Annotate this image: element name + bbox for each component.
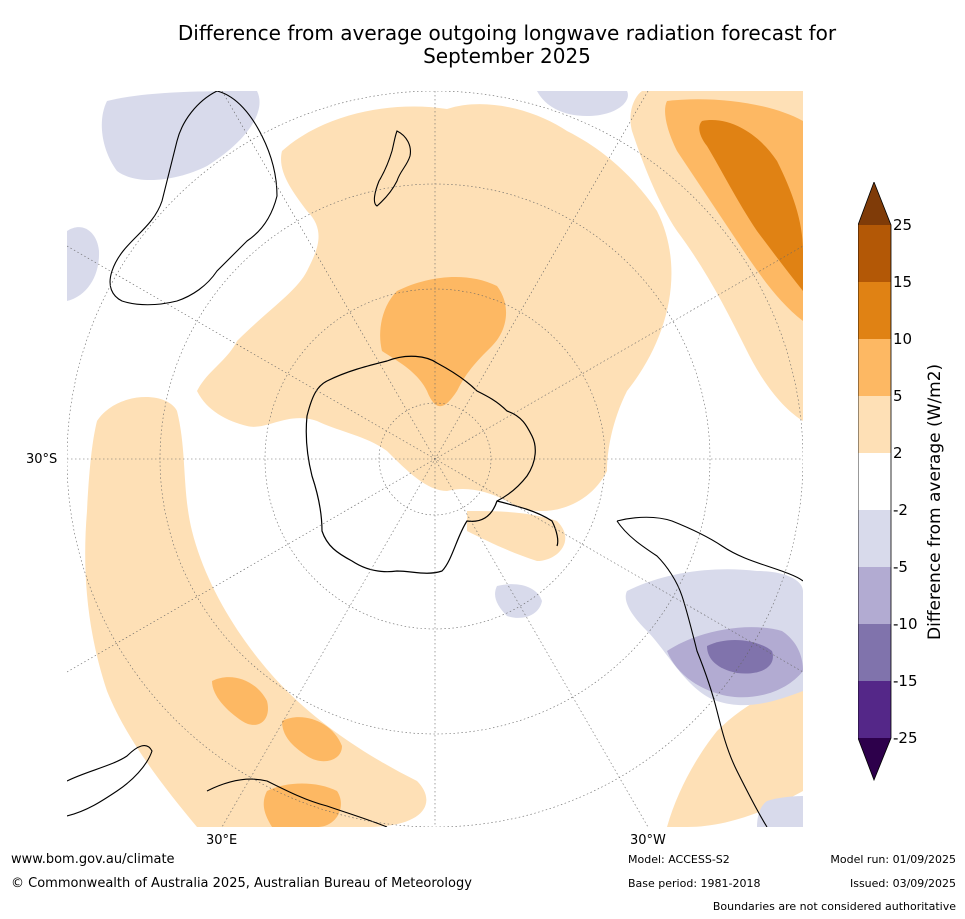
colorbar [858,182,892,782]
graticule [67,91,803,827]
issued-text: Issued: 03/09/2025 [849,877,956,890]
disclaimer-text: Boundaries are not considered authoritat… [712,900,956,913]
base-period-text: Base period: 1981-2018 [628,877,761,890]
colorbar-extend-bottom [858,738,891,780]
colorbar-tick-25: 25 [893,216,913,234]
colorbar-bin-15-25 [858,225,891,282]
website-link[interactable]: www.bom.gov.au/climate [11,852,175,867]
anomaly-region-5-10-west-2 [282,717,342,762]
antarctic-peninsula [496,500,559,547]
lon-label-30w: 30°W [630,833,666,848]
lat-label-30s: 30°S [26,452,58,467]
colorbar-tick-2: 2 [893,444,903,462]
anomaly-region-neg2-5-top [537,91,628,116]
anomaly-region-2-5-east-plume [467,511,566,561]
colorbar-bin-neg2-5 [858,510,891,567]
model-run-text: Model run: 01/09/2025 [830,853,956,866]
lon-label-30e: 30°E [206,833,238,848]
south-america-coastline [616,516,803,827]
colorbar-extend-top [858,182,891,225]
copyright-text: © Commonwealth of Australia 2025, Austra… [11,876,472,891]
title-line-2: September 2025 [423,44,591,68]
africa-coastline [67,745,388,827]
colorbar-tick-neg25: -25 [893,729,918,747]
anomaly-region-5-10-west-1 [212,677,268,725]
colorbar-bin-neg10-15 [858,624,891,681]
colorbar-tick-neg5: -5 [893,558,908,576]
anomaly-region-5-10-center [380,276,507,407]
colorbar-tick-5: 5 [893,387,903,405]
colorbar-tick-neg10: -10 [893,615,918,633]
map-canvas [67,91,803,827]
anomaly-region-10-15 [699,120,803,292]
colorbar-bin-neg5-10 [858,567,891,624]
colorbar-title: Difference from average (W/m2) [925,363,945,640]
anomaly-region-neg2-5-west [67,227,100,301]
colorbar-bin-2-5 [858,396,891,453]
anomaly-region-neg2-5-ross [495,584,542,618]
new-zealand-coastline [373,130,411,207]
map-title: Difference from average outgoing longwav… [60,22,954,68]
model-text: Model: ACCESS-S2 [628,853,730,866]
colorbar-bin-neg15-25 [858,681,891,738]
colorbar-tick-10: 10 [893,330,913,348]
colorbar-tick-neg15: -15 [893,672,918,690]
polar-map [67,91,803,827]
anomaly-region-neg2-5-bottom-right [757,796,803,827]
anomaly-region-neg10-15 [707,639,773,674]
antarctica-coastline [305,355,536,574]
colorbar-outline [858,182,892,782]
anomaly-region-neg2-5-northwest [101,91,260,181]
colorbar-tick-neg2: -2 [893,501,908,519]
anomaly-region-2-5-south [667,681,803,827]
colorbar-bin-neutral [858,453,891,510]
colorbar-tick-15: 15 [893,273,913,291]
colorbar-bin-10-15 [858,282,891,339]
anomaly-region-5-10-bottom [263,783,341,827]
australia-coastline [109,91,278,306]
colorbar-bin-5-10 [858,339,891,396]
title-line-1: Difference from average outgoing longwav… [177,21,837,45]
anomaly-region-2-5-west [85,397,427,827]
